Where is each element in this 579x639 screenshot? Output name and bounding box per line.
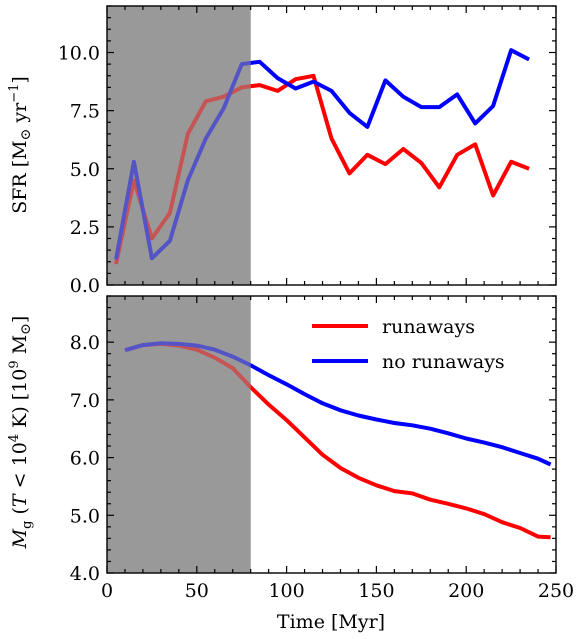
gas-mass-ticks-group: 4.0 5.0 6.0 7.0 8.0 0 50 100 150 200 250 bbox=[70, 295, 574, 602]
shaded-region-overlay bbox=[107, 6, 251, 285]
gas-mass-panel: 4.0 5.0 6.0 7.0 8.0 0 50 100 150 200 250 Mg (T < 1… bbox=[7, 295, 574, 633]
shaded-region-overlay bbox=[107, 296, 251, 573]
y-tick-label: 4.0 bbox=[70, 563, 100, 585]
gas-mass-series-group bbox=[107, 296, 552, 573]
sfr-panel: 0.0 2.5 5.0 7.5 10.0 SFR [M⊙ yr−1] bbox=[7, 5, 557, 297]
y-tick-label: 8.0 bbox=[70, 332, 100, 354]
sfr-y-axis-label: SFR [M⊙ yr−1] bbox=[7, 76, 34, 214]
y-tick-label: 6.0 bbox=[70, 448, 100, 470]
y-tick-label: 7.0 bbox=[70, 390, 100, 412]
x-tick-label: 150 bbox=[358, 580, 394, 602]
gas-mass-y-axis-label: Mg (T < 104 K) [109 M⊙] bbox=[7, 316, 35, 550]
x-tick-label: 250 bbox=[538, 580, 574, 602]
legend-label-runaways: runaways bbox=[382, 316, 475, 338]
time-x-axis-label: Time [Myr] bbox=[277, 611, 385, 633]
x-tick-label: 200 bbox=[448, 580, 484, 602]
sfr-ticks-group: 0.0 2.5 5.0 7.5 10.0 bbox=[58, 5, 557, 297]
y-tick-label: 7.5 bbox=[70, 101, 100, 123]
y-tick-label: 5.0 bbox=[70, 505, 100, 527]
sfr-series-group bbox=[107, 6, 531, 285]
legend: runaways no runaways bbox=[312, 316, 505, 373]
y-tick-label: 0.0 bbox=[70, 275, 100, 297]
x-tick-label: 0 bbox=[101, 580, 113, 602]
x-tick-label: 100 bbox=[268, 580, 304, 602]
x-tick-label: 50 bbox=[185, 580, 209, 602]
y-tick-label: 2.5 bbox=[70, 217, 100, 239]
legend-label-no-runaways: no runaways bbox=[382, 351, 505, 373]
y-tick-label: 5.0 bbox=[70, 159, 100, 181]
y-tick-label: 10.0 bbox=[58, 43, 100, 65]
